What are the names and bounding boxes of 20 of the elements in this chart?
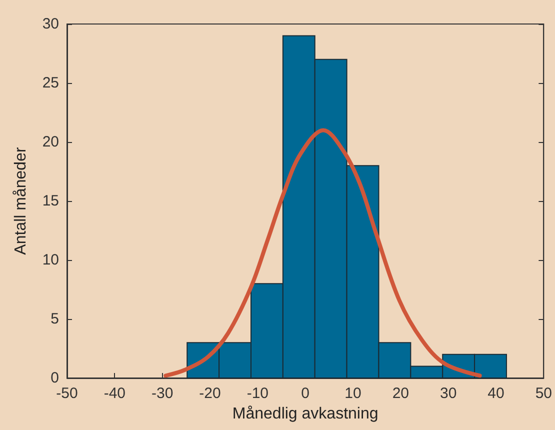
x-tick-label: -10	[246, 385, 269, 402]
y-tick-label: 25	[42, 74, 59, 92]
x-tick-label: -30	[151, 385, 174, 402]
y-tick-label: 10	[42, 252, 59, 268]
x-tick-label: -40	[104, 385, 126, 402]
x-tick-label: 20	[392, 385, 410, 402]
x-tick-label: -50	[56, 385, 78, 402]
x-tick-label: -20	[199, 385, 221, 402]
x-tick-label: 0	[301, 385, 310, 402]
y-tick-label: 30	[42, 16, 59, 32]
y-tick-label: 5	[50, 310, 59, 328]
x-axis-title: Månedlig avkastning	[232, 405, 378, 422]
x-tick-label: 30	[440, 385, 457, 402]
x-tick-label: 10	[344, 385, 362, 402]
x-tick-label: 50	[535, 385, 552, 402]
y-tick-label: 0	[50, 370, 59, 386]
y-axis-title: Antall måneder	[12, 146, 30, 255]
y-tick-label: 20	[42, 134, 59, 150]
x-tick-label: 40	[488, 385, 504, 402]
y-tick-label: 15	[42, 192, 59, 210]
